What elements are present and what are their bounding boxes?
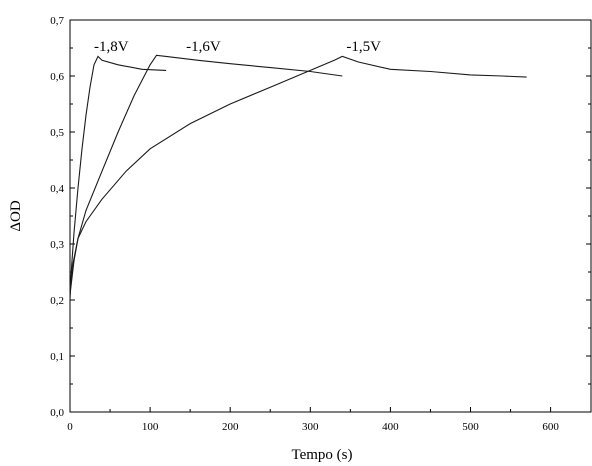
x-axis: 0 100 200 300 400 500 600 xyxy=(67,407,559,433)
y-tick-label: 0,5 xyxy=(50,127,64,139)
x-tick-label: 500 xyxy=(462,421,479,433)
y-tick-label: 0,2 xyxy=(50,295,64,307)
x-tick-label: 300 xyxy=(302,421,319,433)
series-label: -1,6V xyxy=(186,39,221,55)
x-axis-title: Tempo (s) xyxy=(291,447,352,463)
series-line xyxy=(69,55,167,301)
series-line xyxy=(69,54,343,295)
series-layer xyxy=(69,54,527,301)
y-tick-label: 0,0 xyxy=(50,407,64,419)
y-axis-title: ΔOD xyxy=(8,200,24,231)
plot-frame xyxy=(69,19,592,413)
x-tick-label: 200 xyxy=(222,421,239,433)
series-labels: -1,8V -1,6V -1,5V xyxy=(94,39,381,55)
plot-area xyxy=(69,19,592,413)
series-label: -1,8V xyxy=(94,39,129,55)
y-tick-label: 0,6 xyxy=(50,71,64,83)
y-tick-label: 0,4 xyxy=(50,183,64,195)
y-axis: 0,0 0,1 0,2 0,3 0,4 0,5 0,6 0,7 xyxy=(50,15,591,419)
y-tick-label: 0,1 xyxy=(50,351,64,363)
series-label: -1,5V xyxy=(346,39,381,55)
y-tick-label: 0,3 xyxy=(50,239,64,251)
x-tick-label: 600 xyxy=(542,421,559,433)
x-tick-label: 0 xyxy=(67,421,73,433)
x-tick-label: 100 xyxy=(142,421,159,433)
y-tick-label: 0,7 xyxy=(50,15,64,27)
series-line xyxy=(69,55,527,289)
x-tick-label: 400 xyxy=(382,421,399,433)
